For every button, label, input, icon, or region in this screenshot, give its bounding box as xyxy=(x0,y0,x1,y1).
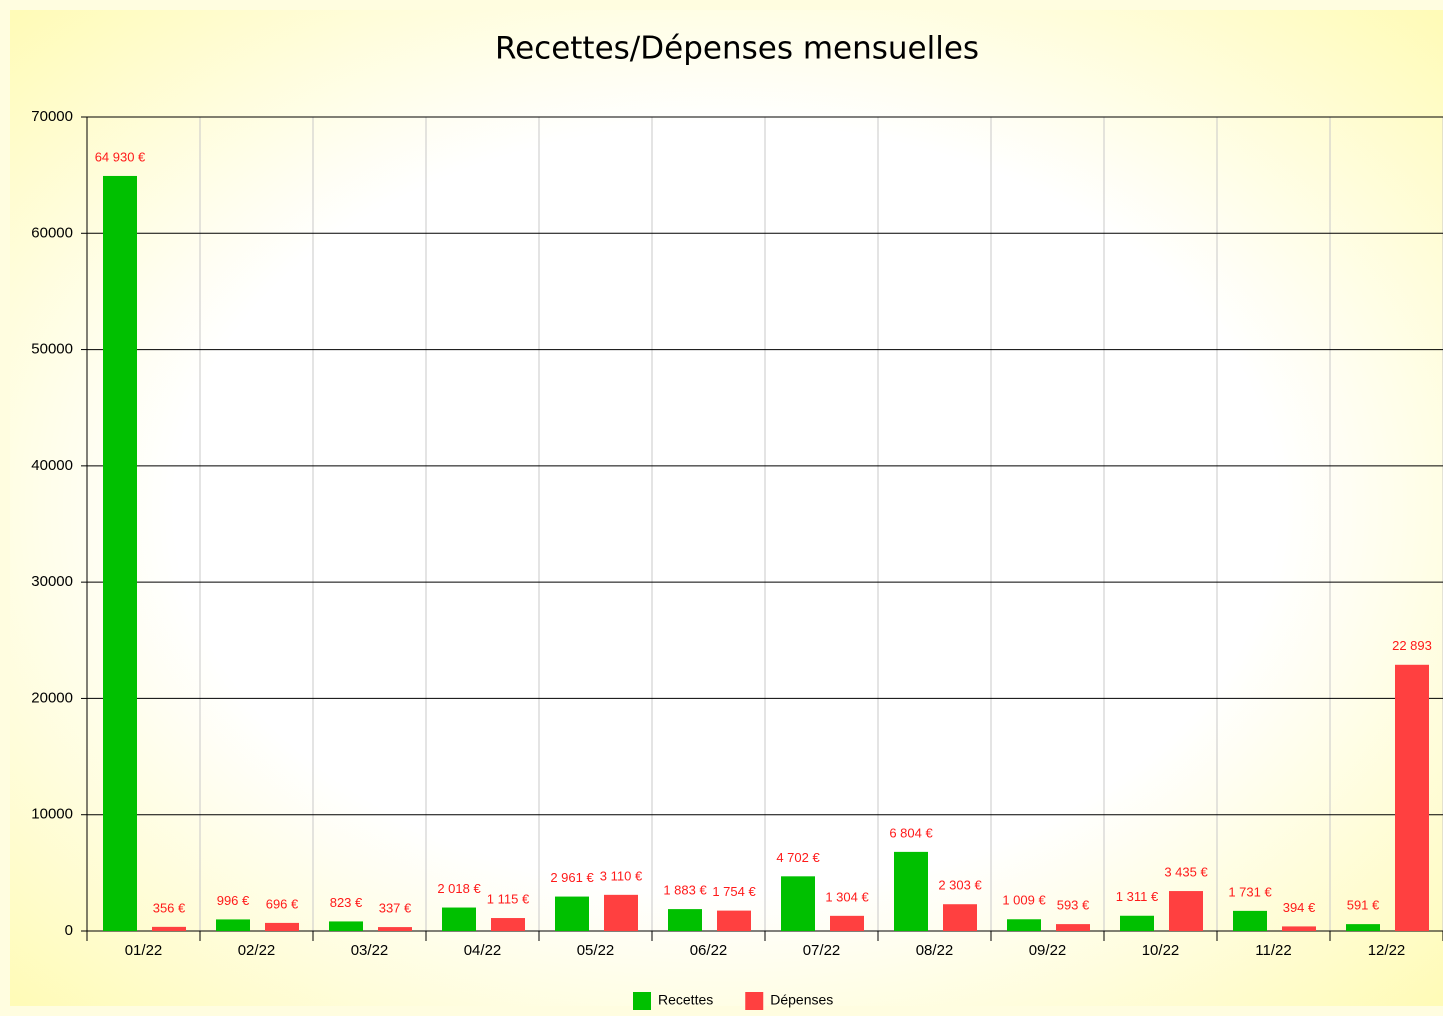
bar xyxy=(491,918,525,931)
value-label: 394 € xyxy=(1283,900,1316,915)
bar xyxy=(781,876,815,931)
value-label: 356 € xyxy=(153,900,186,915)
x-tick-label: 06/22 xyxy=(690,942,728,959)
bar xyxy=(1056,924,1090,931)
y-tick-label: 40000 xyxy=(31,457,73,474)
bar xyxy=(717,910,751,931)
bar xyxy=(329,921,363,931)
value-label: 3 110 € xyxy=(600,868,643,883)
bar xyxy=(668,909,702,931)
value-label: 1 754 € xyxy=(712,884,756,899)
x-tick-label: 02/22 xyxy=(238,942,276,959)
bar xyxy=(1282,926,1316,931)
bar xyxy=(1233,910,1267,931)
value-label: 1 115 € xyxy=(487,891,530,906)
x-tick-label: 08/22 xyxy=(916,942,954,959)
x-tick-label: 11/22 xyxy=(1255,942,1291,959)
bar xyxy=(894,851,928,931)
value-label: 22 893 xyxy=(1392,638,1432,653)
value-label: 2 303 € xyxy=(938,878,982,893)
value-label: 996 € xyxy=(217,893,250,908)
value-label: 64 930 € xyxy=(95,149,146,164)
value-label: 2 018 € xyxy=(437,881,481,896)
value-label: 337 € xyxy=(379,901,412,916)
legend-swatch xyxy=(633,992,651,1010)
value-label: 1 009 € xyxy=(1002,893,1046,908)
y-tick-label: 20000 xyxy=(31,689,73,706)
chart-title: Recettes/Dépenses mensuelles xyxy=(495,31,979,67)
x-tick-label: 03/22 xyxy=(351,942,389,959)
bar xyxy=(1395,664,1429,931)
legend-label: Dépenses xyxy=(770,992,833,1008)
legend-label: Recettes xyxy=(658,992,713,1008)
y-tick-label: 10000 xyxy=(31,806,73,823)
y-tick-label: 60000 xyxy=(31,224,73,241)
x-tick-label: 01/22 xyxy=(125,942,163,959)
value-label: 591 € xyxy=(1347,898,1380,913)
bar xyxy=(1007,919,1041,931)
background xyxy=(10,10,1443,1006)
value-label: 2 961 € xyxy=(550,870,594,885)
x-tick-label: 05/22 xyxy=(577,942,615,959)
value-label: 3 435 € xyxy=(1164,864,1208,879)
y-tick-label: 0 xyxy=(65,922,73,939)
bar xyxy=(1346,924,1380,931)
value-label: 1 304 € xyxy=(825,889,869,904)
bar xyxy=(943,904,977,931)
value-label: 1 311 € xyxy=(1116,889,1159,904)
bar xyxy=(378,927,412,931)
value-label: 6 804 € xyxy=(889,825,933,840)
x-tick-label: 12/22 xyxy=(1368,942,1406,959)
y-tick-label: 30000 xyxy=(31,573,73,590)
bar xyxy=(830,915,864,931)
y-tick-label: 70000 xyxy=(31,108,73,125)
bar xyxy=(265,922,299,931)
y-tick-label: 50000 xyxy=(31,341,73,358)
value-label: 1 883 € xyxy=(663,883,707,898)
value-label: 593 € xyxy=(1057,898,1090,913)
bar xyxy=(1169,891,1203,931)
legend-swatch xyxy=(745,992,764,1010)
bar xyxy=(103,175,137,932)
value-label: 696 € xyxy=(266,896,299,911)
bar xyxy=(152,926,186,931)
value-label: 1 731 € xyxy=(1228,884,1272,899)
x-tick-label: 09/22 xyxy=(1029,942,1067,959)
x-tick-label: 07/22 xyxy=(803,942,841,959)
value-label: 4 702 € xyxy=(776,850,820,865)
x-tick-label: 04/22 xyxy=(464,942,502,959)
bar xyxy=(216,919,250,931)
bar xyxy=(555,896,589,931)
x-tick-label: 10/22 xyxy=(1142,942,1180,959)
bar xyxy=(604,894,638,931)
bar xyxy=(442,907,476,931)
bar xyxy=(1120,915,1154,931)
value-label: 823 € xyxy=(330,895,363,910)
